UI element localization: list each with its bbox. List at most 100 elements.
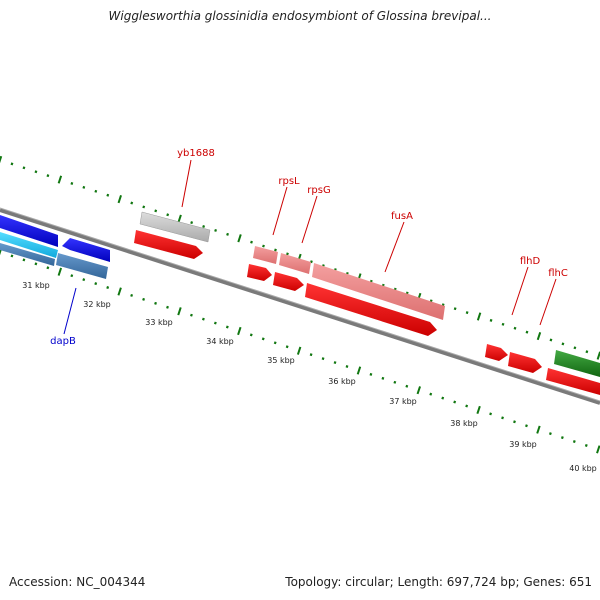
inner-track-minor-tick [560, 436, 564, 440]
gene-feature-steel-2[interactable] [56, 253, 108, 279]
inner-track-minor-tick [513, 420, 516, 424]
reverse-strand-features [0, 230, 600, 395]
gene-feature-flhC[interactable] [508, 352, 542, 373]
inner-track-minor-tick [273, 341, 277, 345]
outer-track-minor-tick [274, 248, 277, 252]
outer-track-minor-tick [94, 189, 98, 193]
gene-feature-rpsL[interactable] [253, 246, 278, 264]
outer-track-minor-tick [190, 221, 194, 225]
leader-rpsL [272, 186, 288, 236]
inner-track-major-tick [536, 425, 541, 434]
gene-feature-green[interactable] [554, 350, 600, 377]
scale-label-38kbp: 38 kbp [450, 419, 478, 428]
scale-label-33kbp: 33 kbp [145, 318, 173, 327]
inner-track-minor-tick [393, 380, 397, 384]
inner-track-minor-tick [345, 365, 349, 368]
inner-track-minor-tick [213, 321, 217, 325]
gene-feature-flhD[interactable] [485, 344, 508, 361]
outer-track-minor-tick [489, 318, 493, 322]
gene-feature-cyan[interactable] [0, 232, 58, 258]
inner-track-minor-tick [584, 443, 588, 447]
gene-feature-fusA[interactable] [312, 263, 445, 320]
outer-track-major-tick [476, 312, 482, 321]
gene-feature-blue-fwd-2[interactable] [62, 238, 110, 262]
gene-label-yb1688[interactable]: yb1688 [177, 148, 215, 159]
inner-track-minor-tick [405, 384, 409, 388]
outer-track-minor-tick [286, 252, 289, 256]
scale-label-39kbp: 39 kbp [509, 440, 537, 449]
outer-track-minor-tick [250, 240, 253, 244]
genome-backbone-highlight [0, 207, 600, 402]
gene-feature-red-2[interactable] [247, 264, 272, 281]
leader-flhC [539, 278, 557, 326]
inner-track-major-tick [416, 386, 421, 395]
inner-track-major-tick [296, 346, 302, 355]
leader-flhD [511, 266, 529, 316]
gene-label-leaders [63, 159, 557, 335]
outer-track-minor-tick [549, 338, 553, 342]
leader-yb1688 [181, 159, 192, 208]
inner-track-minor-tick [489, 412, 492, 416]
scale-label-31kbp: 31 kbp [22, 281, 50, 290]
inner-track-major-tick [476, 405, 481, 415]
scale-label-36kbp: 36 kbp [328, 377, 356, 386]
inner-track-minor-tick [441, 396, 445, 400]
inner-track-minor-tick [34, 262, 38, 266]
gene-feature-red-3[interactable] [273, 272, 304, 291]
outer-track-minor-tick [154, 209, 158, 213]
inner-track-minor-tick [166, 305, 169, 309]
inner-track-minor-tick [525, 424, 528, 428]
inner-track-minor-tick [285, 345, 289, 349]
outer-track-minor-tick [561, 342, 565, 346]
inner-track-major-tick [237, 326, 242, 336]
outer-track-minor-tick [166, 213, 170, 217]
inner-track-minor-tick [82, 278, 86, 282]
gene-feature-rpsG[interactable] [279, 253, 311, 274]
inner-track-major-tick [57, 267, 63, 276]
outer-track-minor-tick [22, 166, 26, 170]
inner-track-minor-tick [369, 372, 373, 376]
inner-track-minor-tick [309, 353, 313, 357]
scale-label-37kbp: 37 kbp [389, 397, 417, 406]
outer-track-minor-tick [70, 181, 74, 185]
outer-track-major-tick [57, 175, 63, 184]
outer-track-minor-tick [46, 174, 50, 178]
inner-track-minor-tick [70, 274, 74, 278]
inner-track-minor-tick [225, 325, 229, 329]
gene-label-flhD[interactable]: flhD [520, 256, 541, 267]
gene-feature-red-4[interactable] [305, 283, 437, 336]
outer-track-minor-tick [142, 205, 146, 209]
gene-feature-gray[interactable] [139, 211, 211, 243]
gene-feature-red-1[interactable] [134, 230, 203, 259]
inner-track-minor-tick [501, 416, 504, 420]
scale-label-40kbp: 40 kbp [569, 464, 597, 473]
inner-track-minor-tick [261, 337, 265, 341]
inner-track-minor-tick [429, 392, 433, 396]
outer-track-minor-tick [214, 228, 218, 232]
inner-track-minor-tick [106, 286, 110, 290]
outer-track-major-tick [177, 214, 182, 223]
gene-labels: yb1688 rpsL rpsG fusA flhD flhC dapB [50, 148, 568, 347]
outer-track-minor-tick [573, 346, 577, 350]
gene-feature-red-5[interactable] [546, 368, 600, 395]
outer-track-minor-tick [34, 170, 38, 174]
outer-track-minor-tick [10, 162, 14, 166]
gene-label-rpsL[interactable]: rpsL [278, 176, 300, 187]
inner-track-minor-tick [453, 400, 457, 404]
outer-track-minor-tick [525, 330, 529, 334]
outer-track-major-tick [536, 331, 542, 341]
gene-label-dapB[interactable]: dapB [50, 336, 76, 347]
outer-track-major-tick [0, 155, 3, 164]
outer-track-minor-tick [453, 307, 457, 311]
inner-track-minor-tick [10, 254, 14, 258]
outer-track-minor-tick [106, 193, 110, 197]
outer-track-major-tick [237, 234, 242, 243]
gene-label-flhC[interactable]: flhC [548, 268, 568, 279]
gene-feature-steel-1[interactable] [0, 243, 55, 266]
gene-label-fusA[interactable]: fusA [391, 211, 413, 222]
inner-track-minor-tick [381, 376, 385, 380]
inner-track-minor-tick [201, 317, 205, 321]
gene-label-rpsG[interactable]: rpsG [307, 185, 330, 196]
inner-track-minor-tick [94, 282, 98, 286]
gene-feature-blue-fwd-1[interactable] [0, 215, 58, 247]
